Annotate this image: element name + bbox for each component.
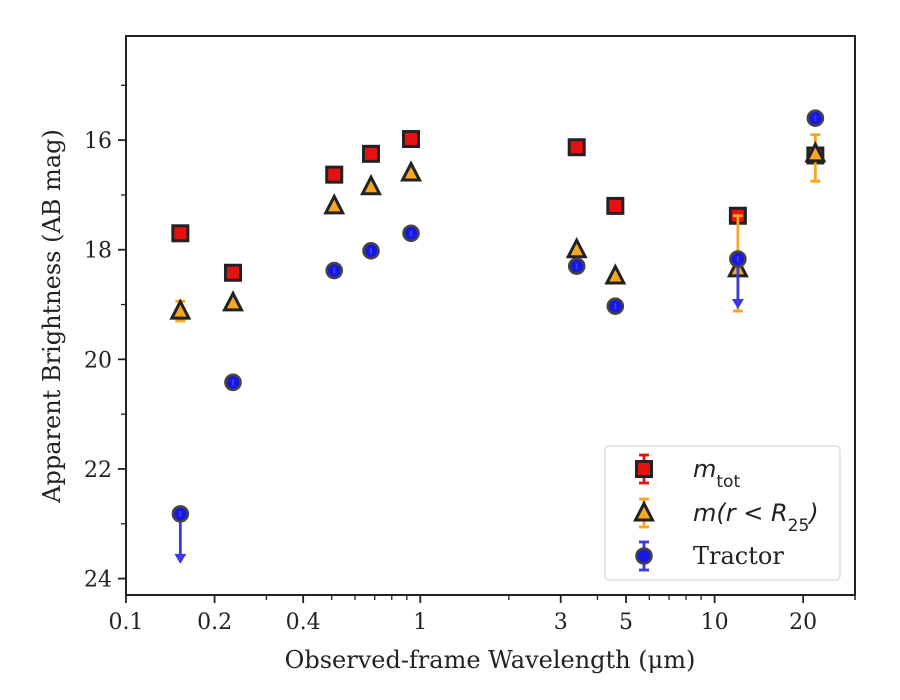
- legend-marker-square: [635, 460, 653, 478]
- legend-box: [604, 445, 841, 581]
- x-tick-label: 5: [619, 610, 633, 635]
- legend: mtot m(r < R25) Tractor: [604, 445, 841, 581]
- legend-marker-triangle: [633, 500, 655, 522]
- y-axis: 16 18 20 22 24: [84, 84, 126, 593]
- series-circle: [171, 109, 825, 564]
- legend-label: mtot: [693, 455, 740, 492]
- legend-label: m(r < R25): [693, 499, 819, 536]
- x-axis: 0.1 0.2 0.4 1 3 5 10 20: [109, 595, 856, 635]
- legend-item-triangle: m(r < R25): [633, 497, 819, 536]
- y-tick-label: 18: [84, 239, 112, 264]
- x-tick-label: 10: [701, 610, 729, 635]
- x-tick-label: 1: [413, 610, 427, 635]
- upper-limit-arrow-head: [731, 299, 744, 310]
- x-tick-label: 3: [554, 610, 568, 635]
- legend-item-square: mtot: [635, 453, 740, 492]
- x-tick-label: 0.1: [109, 610, 144, 635]
- x-tick-label: 0.4: [286, 610, 321, 635]
- x-tick-label: 0.2: [197, 610, 232, 635]
- y-axis-label: Apparent Brightness (AB mag): [38, 129, 66, 504]
- y-tick-label: 22: [84, 458, 112, 483]
- upper-limit-arrow-head: [174, 553, 187, 564]
- legend-label: Tractor: [693, 542, 784, 570]
- x-axis-label: Observed-frame Wavelength (μm): [285, 646, 696, 674]
- y-tick-label: 20: [84, 348, 112, 373]
- y-tick-label: 24: [84, 568, 112, 593]
- plot-marks: [169, 109, 827, 564]
- legend-marker-circle: [635, 547, 653, 565]
- plot-frame: [125, 35, 856, 596]
- x-tick-label: 20: [789, 610, 817, 635]
- y-tick-label: 16: [84, 129, 112, 154]
- legend-item-circle: Tractor: [635, 540, 784, 572]
